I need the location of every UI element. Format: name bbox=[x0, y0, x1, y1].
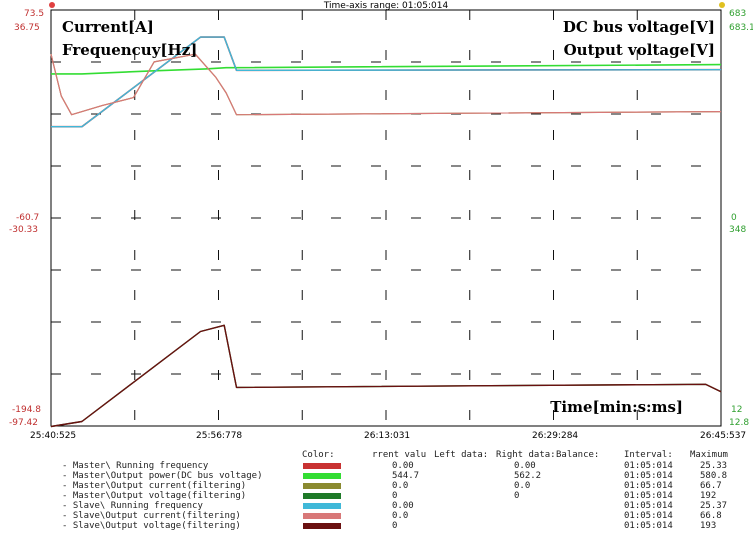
left-tick-upper-2: -60.7 bbox=[16, 213, 39, 223]
legend-row-interval: 01:05:014 bbox=[624, 471, 673, 481]
legend-row-maximum: 25.33 bbox=[700, 461, 728, 471]
legend-row-name: - Master\Output voltage(filtering) bbox=[62, 491, 247, 501]
legend-header-left: Left data: bbox=[434, 450, 489, 460]
legend-header-current: rrent valu bbox=[372, 450, 427, 460]
x-tick-5: 26:45:537 bbox=[700, 431, 746, 441]
right-tick-lower-3: 12.8 bbox=[729, 418, 749, 428]
legend-row-name: - Slave\Output voltage(filtering) bbox=[62, 521, 241, 531]
x-tick-4: 26:29:284 bbox=[532, 431, 578, 441]
legend-row-maximum: 192 bbox=[700, 491, 717, 501]
legend-row-swatch bbox=[303, 503, 341, 509]
legend-row-name: - Slave\Output current(filtering) bbox=[62, 511, 241, 521]
legend-row-current: 0 bbox=[392, 491, 398, 501]
chart: Time-axis range: 01:05:014 73.5 36.75 -6… bbox=[9, 1, 753, 441]
legend-row-name: - Master\ Running frequency bbox=[62, 461, 209, 471]
dc-bus-voltage-label: DC bus voltage[V] bbox=[563, 18, 715, 36]
series-line-slave-output-voltage bbox=[50, 324, 722, 428]
legend-row-maximum: 580.8 bbox=[700, 471, 728, 481]
legend-row-swatch bbox=[303, 523, 341, 529]
legend-header-balance: Balance: bbox=[556, 450, 600, 460]
legend-row-name: - Master\Output current(filtering) bbox=[62, 481, 247, 491]
legend-row-interval: 01:05:014 bbox=[624, 491, 673, 501]
legend-row-swatch bbox=[303, 513, 341, 519]
legend-row-name: - Slave\ Running frequency bbox=[62, 501, 203, 511]
legend-row-maximum: 66.7 bbox=[700, 481, 722, 491]
right-tick-lower-1: 683.1 bbox=[729, 23, 753, 33]
x-tick-1: 25:40:525 bbox=[30, 431, 76, 441]
legend-row-swatch bbox=[303, 463, 341, 469]
legend-row-current: 0.00 bbox=[392, 461, 414, 471]
legend-row-interval: 01:05:014 bbox=[624, 511, 673, 521]
legend-row-interval: 01:05:014 bbox=[624, 481, 673, 491]
legend-row-right: 0 bbox=[514, 491, 520, 501]
left-tick-upper-1: 73.5 bbox=[24, 9, 44, 19]
right-tick-upper-3: 12 bbox=[731, 405, 742, 415]
x-tick-2: 25:56:778 bbox=[196, 431, 242, 441]
legend-header-right: Right data: bbox=[496, 450, 556, 460]
legend-header-color: Color: bbox=[302, 450, 335, 460]
legend-row-maximum: 193 bbox=[700, 521, 717, 531]
legend-row-current: 544.7 bbox=[392, 471, 420, 481]
legend-row-swatch bbox=[303, 473, 341, 479]
legend-row-maximum: 66.8 bbox=[700, 511, 722, 521]
legend-header-interval: Interval: bbox=[624, 450, 673, 460]
legend-row-current: 0 bbox=[392, 521, 398, 531]
left-axis-handle-icon[interactable] bbox=[49, 2, 55, 8]
frequency-label: Frequencuy[Hz] bbox=[62, 41, 197, 59]
legend-row-right: 0.0 bbox=[514, 481, 531, 491]
output-voltage-label: Output voltage[V] bbox=[564, 41, 715, 59]
grid bbox=[51, 10, 721, 426]
legend-row-current: 0.0 bbox=[392, 481, 409, 491]
left-tick-lower-1: 36.75 bbox=[14, 23, 40, 33]
legend-row-right: 0.00 bbox=[514, 461, 536, 471]
right-tick-lower-2: 348 bbox=[729, 225, 746, 235]
left-tick-upper-3: -194.8 bbox=[12, 405, 41, 415]
right-tick-upper-2: 0 bbox=[731, 213, 737, 223]
legend-row-current: 0.0 bbox=[392, 511, 409, 521]
legend-table: Color: rrent valu Left data: Right data:… bbox=[0, 446, 753, 535]
left-tick-lower-2: -30.33 bbox=[9, 225, 38, 235]
current-label: Current[A] bbox=[62, 18, 154, 36]
series-line-slave-frequency bbox=[51, 36, 722, 128]
time-label: Time[min:s:ms] bbox=[550, 398, 683, 416]
legend-row-current: 0.00 bbox=[392, 501, 414, 511]
legend-row-swatch bbox=[303, 483, 341, 489]
legend-row-right: 562.2 bbox=[514, 471, 542, 481]
right-axis-handle-icon[interactable] bbox=[719, 2, 725, 8]
legend-row-interval: 01:05:014 bbox=[624, 501, 673, 511]
series-group bbox=[50, 36, 722, 428]
chart-title: Time-axis range: 01:05:014 bbox=[323, 1, 449, 11]
legend-row-swatch bbox=[303, 493, 341, 499]
legend-row-interval: 01:05:014 bbox=[624, 461, 673, 471]
legend-row-name: - Master\Output power(DC bus voltage) bbox=[62, 471, 263, 481]
right-tick-upper-1: 683 bbox=[729, 9, 746, 19]
legend-header-maximum: Maximum bbox=[690, 450, 728, 460]
x-tick-3: 26:13:031 bbox=[364, 431, 410, 441]
series-line-slave-current bbox=[50, 53, 722, 116]
left-tick-lower-3: -97.42 bbox=[9, 418, 38, 428]
series-line-master-dc-voltage bbox=[51, 63, 722, 75]
legend-row-maximum: 25.37 bbox=[700, 501, 728, 511]
legend-row-interval: 01:05:014 bbox=[624, 521, 673, 531]
